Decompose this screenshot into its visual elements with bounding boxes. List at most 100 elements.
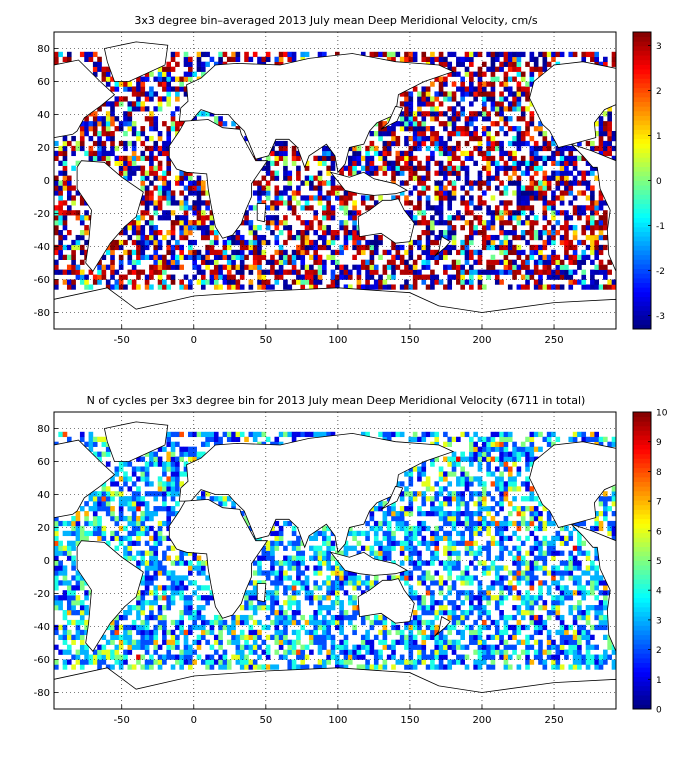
bin-cell (434, 56, 440, 62)
bin-cell (274, 600, 280, 606)
bin-cell (200, 111, 206, 117)
bin-cell (84, 51, 89, 58)
bin-cell (300, 284, 306, 290)
bin-cell (399, 520, 405, 527)
bin-cell (261, 249, 267, 256)
bin-cell (369, 545, 375, 551)
bin-cell (559, 234, 565, 241)
bin-cell (335, 195, 340, 201)
bin-cell (525, 91, 530, 97)
bin-cell (538, 71, 543, 77)
bin-cell (412, 111, 418, 117)
bin-cell (434, 135, 440, 142)
bin-cell (494, 66, 500, 72)
bin-cell (469, 234, 474, 241)
bin-cell (183, 220, 189, 226)
bin-cell (542, 205, 548, 211)
bin-cell (577, 545, 582, 551)
bin-cell (542, 535, 548, 541)
bin-cell (283, 269, 288, 275)
bin-cell (149, 614, 154, 621)
bin-cell (330, 580, 336, 586)
bin-cell (438, 600, 444, 606)
bin-cell (546, 205, 552, 211)
bin-cell (347, 659, 353, 665)
bin-cell (188, 190, 193, 196)
bin-cell (391, 121, 396, 127)
bin-cell (347, 195, 353, 201)
bin-cell (326, 580, 331, 586)
bin-cell (360, 155, 366, 161)
bin-cell (516, 590, 522, 596)
bin-cell (503, 520, 509, 527)
bin-cell (179, 230, 184, 236)
bin-cell (330, 614, 336, 621)
bin-cell (291, 560, 297, 566)
bin-cell (71, 610, 76, 616)
bin-cell (157, 200, 163, 206)
bin-cell (382, 249, 388, 256)
bin-cell (404, 121, 409, 127)
bin-cell (188, 185, 193, 191)
bin-cell (373, 200, 379, 206)
bin-cell (564, 215, 569, 221)
bin-cell (590, 659, 595, 665)
bin-cell (248, 220, 254, 226)
bin-cell (123, 96, 128, 102)
colorbar-step (633, 240, 651, 246)
bin-cell (136, 624, 141, 631)
bin-cell (533, 515, 539, 522)
bin-cell (594, 614, 599, 621)
bin-cell (447, 131, 453, 137)
bin-cell (239, 259, 245, 265)
bin-cell (447, 600, 453, 606)
bin-cell (473, 550, 478, 556)
bin-cell (356, 664, 362, 670)
bin-cell (54, 575, 59, 581)
bin-cell (192, 249, 197, 256)
bin-cell (196, 56, 202, 62)
bin-cell (512, 210, 517, 216)
bin-cell (512, 264, 517, 270)
bin-cell (590, 239, 595, 246)
bin-cell (278, 610, 284, 616)
bin-cell (278, 605, 284, 611)
bin-cell (88, 150, 94, 157)
bin-cell (162, 86, 167, 92)
bin-cell (322, 560, 327, 566)
bin-cell (451, 190, 457, 196)
bin-cell (529, 180, 535, 186)
bin-cell (365, 269, 370, 275)
bin-cell (443, 111, 448, 117)
bin-cell (494, 140, 500, 147)
bin-cell (533, 624, 539, 631)
bin-cell (335, 595, 340, 601)
bin-cell (607, 106, 612, 112)
bin-cell (594, 525, 599, 532)
bin-cell (170, 590, 176, 596)
bin-cell (564, 590, 569, 596)
bin-cell (512, 170, 517, 176)
bin-cell (84, 649, 89, 655)
bin-cell (248, 284, 254, 290)
bin-cell (183, 649, 189, 655)
bin-cell (590, 185, 595, 191)
bin-cell (486, 96, 491, 102)
bin-cell (192, 580, 197, 586)
bin-cell (222, 619, 228, 626)
bin-cell (425, 185, 431, 191)
bin-cell (460, 279, 465, 285)
bin-cell (330, 649, 336, 655)
bin-cell (265, 649, 271, 655)
bin-cell (399, 525, 405, 532)
bin-cell (520, 570, 526, 576)
bin-cell (430, 131, 435, 137)
bin-cell (520, 234, 526, 241)
bin-cell (477, 175, 483, 181)
bin-cell (533, 269, 539, 275)
bin-cell (572, 180, 578, 186)
bin-cell (434, 140, 440, 147)
bin-cell (434, 639, 440, 645)
bin-cell (378, 520, 383, 527)
bin-cell (175, 580, 180, 586)
